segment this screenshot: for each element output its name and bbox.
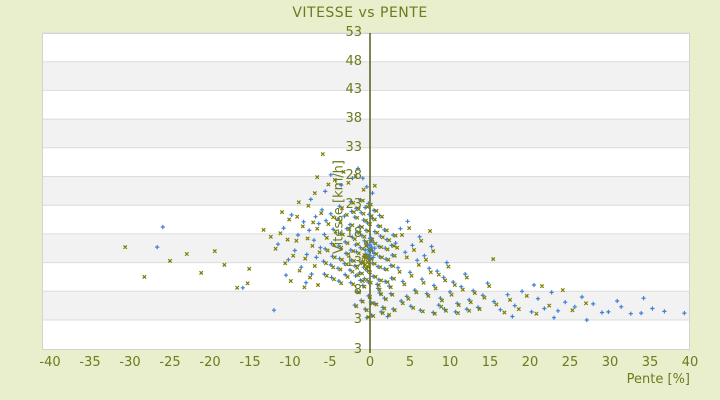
band-stripe xyxy=(42,61,690,91)
y-tick-label: 13 xyxy=(345,254,362,270)
y-tick-label: 3 xyxy=(353,342,362,357)
plot-border xyxy=(42,33,690,350)
y-tick-label: 43 xyxy=(345,82,362,98)
x-tick-label: 20 xyxy=(521,355,539,370)
x-tick-label: 10 xyxy=(441,355,459,370)
x-tick-label: 30 xyxy=(601,355,619,370)
y-tick-label: 38 xyxy=(345,111,362,127)
chart-title: VITESSE vs PENTE xyxy=(292,5,428,21)
y-tick-label: 8 xyxy=(353,283,362,299)
x-tick-label: -5 xyxy=(323,355,337,370)
y-tick-label: 23 xyxy=(345,197,362,213)
y-tick-label: 33 xyxy=(345,139,362,155)
series-olive-points xyxy=(123,151,589,320)
x-tick-label: -30 xyxy=(119,355,141,370)
y-tick-label: 28 xyxy=(345,168,362,184)
x-axis-title: Pente [%] xyxy=(626,372,690,387)
x-tick-label: 0 xyxy=(365,355,375,370)
y-tick-label: 53 xyxy=(345,25,362,40)
band-stripe xyxy=(42,176,690,206)
x-tick-label: -20 xyxy=(199,355,221,370)
x-tick-label: 35 xyxy=(641,355,659,370)
x-tick-label: -35 xyxy=(79,355,101,370)
x-tick-label: -15 xyxy=(239,355,261,370)
x-tick-label: 5 xyxy=(405,355,415,370)
x-tick-label: 15 xyxy=(481,355,499,370)
x-tick-label: 40 xyxy=(681,355,699,370)
x-tick-label: -40 xyxy=(39,355,61,370)
x-tick-label: -25 xyxy=(159,355,181,370)
x-tick-label: 25 xyxy=(561,355,579,370)
x-tick-label: -10 xyxy=(279,355,301,370)
band-stripe xyxy=(42,119,690,148)
y-tick-label: 3 xyxy=(353,311,362,327)
y-tick-label: 18 xyxy=(345,225,362,241)
y-tick-label: 48 xyxy=(345,53,362,69)
